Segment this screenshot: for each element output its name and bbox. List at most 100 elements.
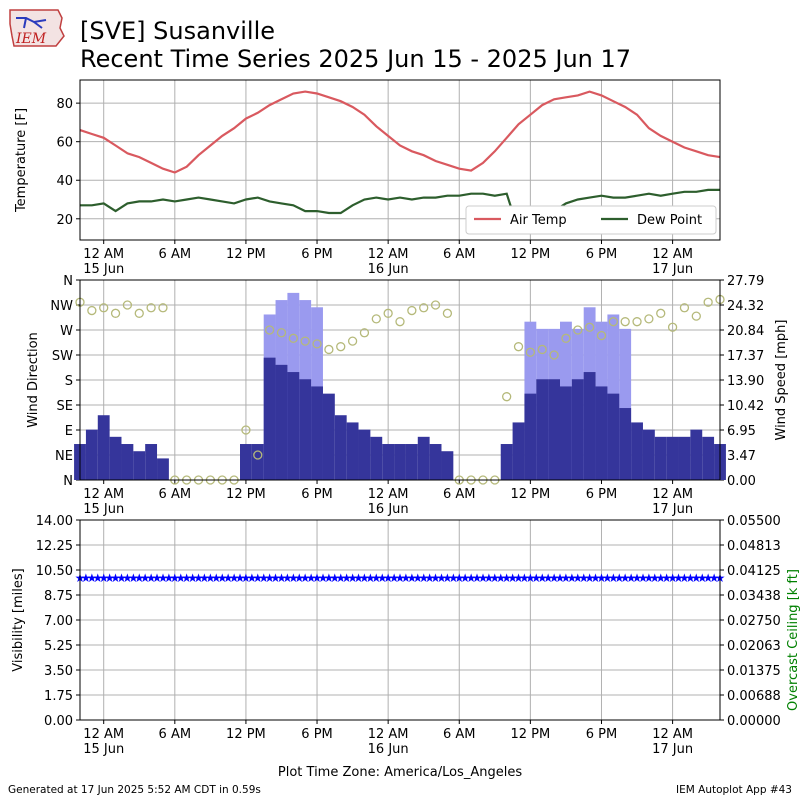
vis-x-date-label: 16 Jun [368,742,409,757]
visibility-point: ★ [282,571,293,585]
visibility-point: ★ [288,571,299,585]
visibility-point: ★ [489,571,500,585]
visibility-point: ★ [229,571,240,585]
visibility-point: ★ [584,571,595,585]
visibility-point: ★ [329,571,340,585]
wind-direction-point [561,333,571,343]
wind-dir-tick-label: SE [57,399,73,414]
wind-speed-tick-label: 20.84 [727,324,764,339]
temp-axis-label: Temperature [F] [14,108,29,213]
visibility-point: ★ [152,571,163,585]
temp-x-tick-label: 12 AM [83,247,124,262]
temp-x-date-label: 16 Jun [368,262,409,277]
visibility-point: ★ [418,571,429,585]
vis-x-date-label: 17 Jun [652,742,693,757]
visibility-point: ★ [685,571,696,585]
wind-x-date-label: 16 Jun [368,502,409,517]
wind-direction-axis-label: Wind Direction [26,332,41,428]
vis-frame [79,519,721,721]
wind-x-tick-label: 6 AM [159,487,192,502]
wind-dir-tick-label: NW [50,299,73,314]
visibility-point: ★ [241,571,252,585]
wind-speed-bar [405,444,418,480]
visibility-point: ★ [104,571,115,585]
visibility-point: ★ [217,571,228,585]
wind-gust-bar [619,328,632,480]
visibility-point: ★ [519,571,530,585]
wind-direction-point [691,311,701,321]
temp-y-tick-label: 20 [56,213,73,228]
visibility-point: ★ [341,571,352,585]
ceiling-tick-label: 0.02063 [727,639,781,654]
wind-speed-bar [133,451,146,480]
vis-x-tick-label: 12 AM [83,727,124,742]
wind-speed-bar [619,408,632,480]
visibility-point: ★ [543,571,554,585]
visibility-point: ★ [116,571,127,585]
visibility-point: ★ [223,571,234,585]
wind-dir-tick-label: N [63,474,73,489]
visibility-point: ★ [703,571,714,585]
visibility-point: ★ [472,571,483,585]
visibility-point: ★ [608,571,619,585]
visibility-point: ★ [389,571,400,585]
wind-x-date-label: 15 Jun [83,502,124,517]
dew-point-line [80,188,720,234]
wind-speed-bar [536,379,549,480]
vis-x-tick-label: 6 PM [301,727,332,742]
vis-x-tick-label: 6 AM [159,727,192,742]
legend-dew-point-label: Dew Point [637,213,702,228]
temp-x-tick-label: 6 PM [301,247,332,262]
visibility-point: ★ [697,571,708,585]
temp-x-tick-label: 12 PM [226,247,266,262]
visibility-point: ★ [306,571,317,585]
chart-title-period: Recent Time Series 2025 Jun 15 - 2025 Ju… [80,45,632,73]
visibility-point: ★ [572,571,583,585]
wind-direction-point [110,308,121,318]
temp-y-tick-label: 60 [56,136,73,151]
visibility-point: ★ [324,571,335,585]
visibility-point: ★ [258,571,269,585]
wind-speed-bar [417,436,430,480]
wind-speed-tick-label: 27.79 [727,274,764,289]
visibility-point: ★ [578,571,589,585]
visibility-point: ★ [661,571,672,585]
wind-speed-tick-label: 10.42 [727,399,764,414]
wind-direction-point [276,328,287,338]
wind-speed-axis-label: Wind Speed [mph] [774,320,789,441]
visibility-point: ★ [98,571,109,585]
wind-speed-bar [429,444,442,480]
temp-x-tick-label: 6 PM [586,247,617,262]
vis-y-tick-label: 1.75 [44,689,73,704]
visibility-point: ★ [199,571,210,585]
visibility-point: ★ [478,571,489,585]
wind-direction-point [407,305,417,316]
wind-direction-point [158,303,168,313]
visibility-point: ★ [466,571,477,585]
visibility-point: ★ [644,571,655,585]
visibility-point: ★ [638,571,649,585]
wind-direction-point [419,303,429,313]
visibility-point: ★ [395,571,406,585]
visibility-point: ★ [371,571,382,585]
wind-direction-point [596,330,607,341]
wind-speed-bar [370,436,383,480]
visibility-point: ★ [424,571,435,585]
wind-speed-bar [263,357,276,480]
wind-direction-point [502,392,512,402]
visibility-point: ★ [555,571,566,585]
wind-direction-point [300,336,310,346]
wind-speed-bar [524,393,537,480]
wind-speed-bar [642,429,655,480]
iem-logo: IEM [6,6,66,54]
logo-text: IEM [15,31,47,47]
timezone-label: Plot Time Zone: America/Los_Angeles [277,765,523,780]
wind-speed-bar [382,444,395,480]
wind-speed-bar [654,436,667,480]
visibility-point: ★ [430,571,441,585]
temp-x-tick-label: 6 AM [443,247,476,262]
temp-x-tick-label: 12 AM [652,247,693,262]
visibility-point: ★ [377,571,388,585]
wind-speed-bar [85,429,98,480]
vis-x-tick-label: 6 PM [586,727,617,742]
